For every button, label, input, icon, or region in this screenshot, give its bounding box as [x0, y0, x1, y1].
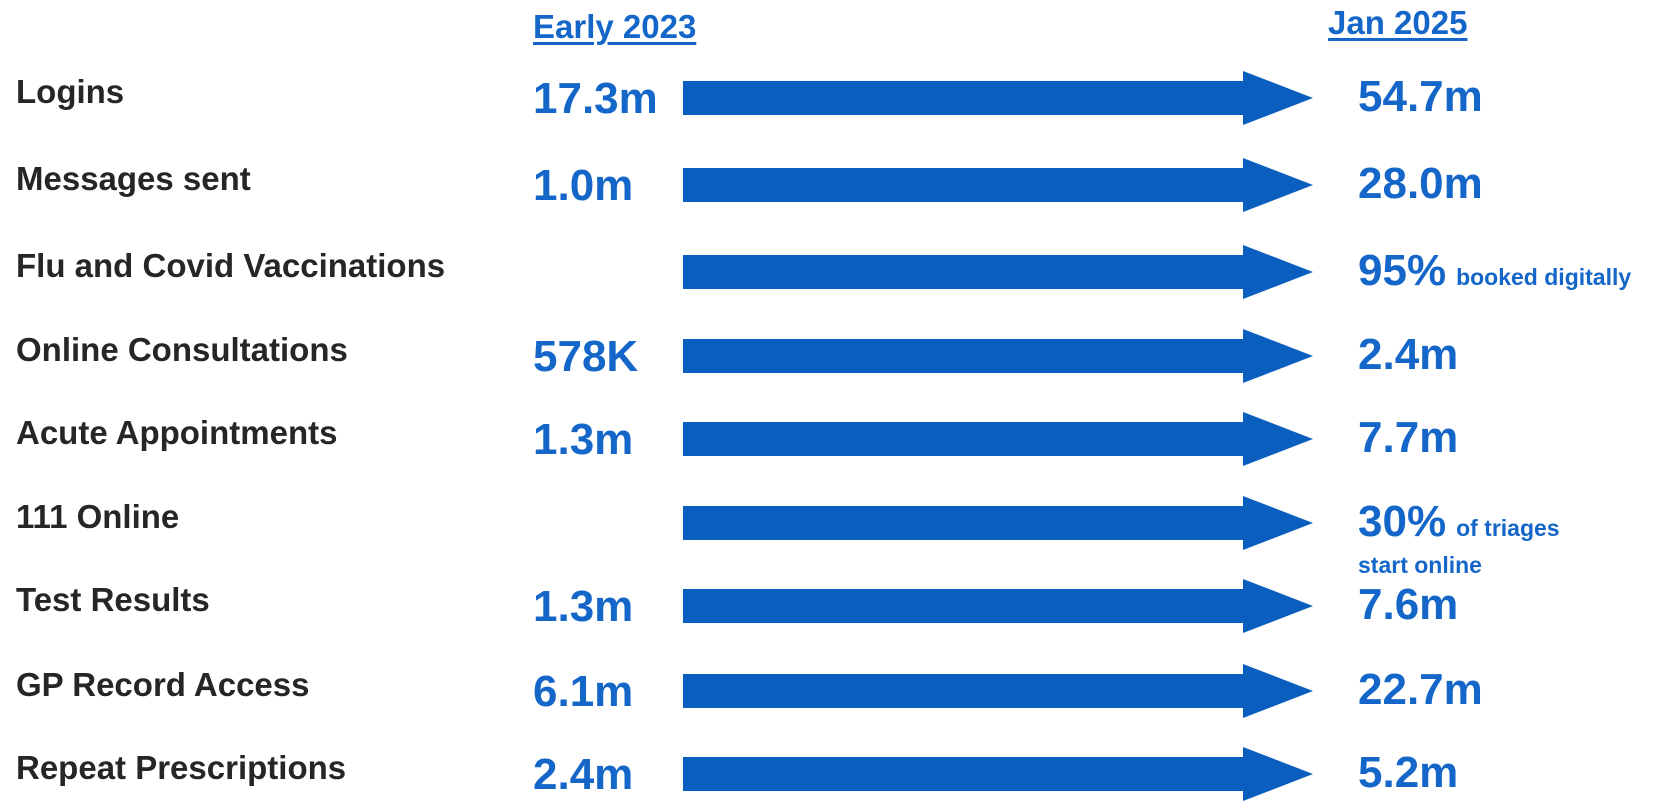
metric-label: Flu and Covid Vaccinations: [16, 247, 446, 284]
end-note: booked digitally: [1456, 264, 1632, 290]
right-arrow-icon: [683, 329, 1313, 383]
metric-row-messages-sent: Messages sent 1.0m 28.0m: [0, 158, 1672, 212]
metric-label: Online Consultations: [16, 331, 348, 368]
metric-row-flu-and-covid-vaccinations: Flu and Covid Vaccinations 95% booked digi…: [0, 245, 1672, 299]
end-value: 7.7m: [1358, 413, 1459, 462]
metric-row-gp-record-access: GP Record Access 6.1m 22.7m: [0, 664, 1672, 718]
metric-row-repeat-prescriptions: Repeat Prescriptions 2.4m 5.2m: [0, 747, 1672, 801]
arrow-shape: [683, 245, 1313, 299]
end-value: 22.7m: [1358, 665, 1483, 714]
end-value: 28.0m: [1358, 159, 1483, 208]
metric-label: Acute Appointments: [16, 414, 338, 451]
arrow-shape: [683, 747, 1313, 801]
end-value-group: 95% booked digitally: [1358, 249, 1631, 293]
right-arrow-icon: [683, 579, 1313, 633]
end-value-group: 28.0m: [1358, 162, 1483, 206]
right-arrow-icon: [683, 158, 1313, 212]
start-value: 1.0m: [533, 161, 634, 210]
metric-label: Messages sent: [16, 160, 251, 197]
right-arrow-icon: [683, 245, 1313, 299]
end-value: 2.4m: [1358, 330, 1459, 379]
start-value: 6.1m: [533, 667, 634, 716]
end-value-group: 22.7m: [1358, 668, 1483, 712]
right-arrow-icon: [683, 747, 1313, 801]
right-arrow-icon: [683, 496, 1313, 550]
metric-row-acute-appointments: Acute Appointments 1.3m 7.7m: [0, 412, 1672, 466]
end-value: 5.2m: [1358, 748, 1459, 797]
end-value: 95%: [1358, 246, 1447, 295]
right-arrow-icon: [683, 71, 1313, 125]
end-note-continued: start online: [1358, 552, 1482, 578]
start-value: 2.4m: [533, 750, 634, 799]
end-note: of triages: [1456, 515, 1560, 541]
metric-label: 111 Online: [16, 498, 180, 535]
arrow-shape: [683, 158, 1313, 212]
end-value: 54.7m: [1358, 72, 1483, 121]
start-value: 1.3m: [533, 415, 634, 464]
metric-row-test-results: Test Results 1.3m 7.6m: [0, 579, 1672, 633]
metric-row-online-consultations: Online Consultations 578K 2.4m: [0, 329, 1672, 383]
end-value-group: 5.2m: [1358, 751, 1458, 795]
metric-row-111-online: 111 Online 30% of triages start online: [0, 496, 1672, 577]
arrow-shape: [683, 71, 1313, 125]
arrow-shape: [683, 412, 1313, 466]
end-value-group: 2.4m: [1358, 333, 1458, 377]
end-value-group: 7.7m: [1358, 416, 1458, 460]
arrow-shape: [683, 329, 1313, 383]
arrow-shape: [683, 579, 1313, 633]
metric-label: GP Record Access: [16, 666, 310, 703]
end-value: 30%: [1358, 497, 1447, 546]
arrow-shape: [683, 664, 1313, 718]
start-value: 17.3m: [533, 74, 658, 123]
column-header-early-2023: Early 2023: [533, 8, 697, 45]
metric-label: Repeat Prescriptions: [16, 749, 347, 786]
metric-label: Test Results: [16, 581, 210, 618]
column-header-jan-2025: Jan 2025: [1328, 4, 1468, 41]
end-value-group: 54.7m: [1358, 75, 1483, 119]
metric-label: Logins: [16, 73, 125, 110]
end-value: 7.6m: [1358, 580, 1459, 629]
arrow-shape: [683, 496, 1313, 550]
end-value-group: 30% of triages start online: [1358, 500, 1560, 577]
right-arrow-icon: [683, 664, 1313, 718]
start-value: 578K: [533, 332, 639, 381]
start-value: 1.3m: [533, 582, 634, 631]
end-value-group: 7.6m: [1358, 583, 1458, 627]
right-arrow-icon: [683, 412, 1313, 466]
metric-row-logins: Logins 17.3m 54.7m: [0, 71, 1672, 125]
